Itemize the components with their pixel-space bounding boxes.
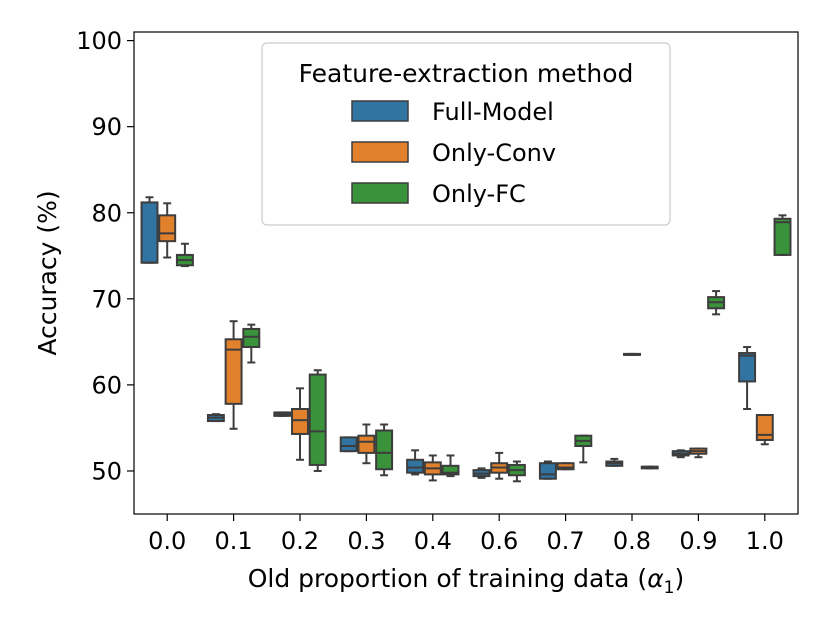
box-body [441,464,460,476]
box-only-fc-0.0 [175,242,194,268]
box-only-fc-0.7 [574,434,593,464]
box-only-conv-0.6 [490,451,509,480]
x-axis-label-symbol: α [647,564,664,593]
box-full-model-0.2 [273,411,292,417]
box-only-conv-0.2 [291,387,309,461]
legend-frame [261,42,671,226]
x-tick-label: 1.0 [746,527,784,555]
box-body [308,373,327,466]
box-only-conv-0.7 [556,462,575,471]
legend-swatch [351,182,409,204]
y-axis-label: Accuracy (%) [33,190,62,355]
legend-title: Feature-extraction method [299,59,634,88]
box-body [738,352,757,383]
box-groups [140,196,792,483]
legend: Feature-extraction method Full-Model Only… [261,42,671,226]
legend-item-only-fc: Only-FC [351,180,526,208]
box-only-conv-0.9 [689,447,708,459]
box-only-conv-0.8 [623,352,641,356]
box-body [242,327,261,349]
x-axis-label-close: ) [675,564,685,593]
x-tick-label: 0.1 [215,527,253,555]
box-body [406,458,425,474]
x-tick-label: 0.0 [148,527,186,555]
x-tick-label: 0.3 [347,527,385,555]
box-only-conv-0.0 [158,202,177,259]
legend-label: Only-FC [432,180,526,208]
legend-item-full-model: Full-Model [351,98,554,126]
legend-label: Only-Conv [432,139,556,167]
box-full-model-0.9 [671,449,690,459]
plot-frame [133,31,799,515]
y-tick-label: 50 [91,457,122,485]
box-body [339,436,358,453]
y-axis: 50 60 70 80 90 100 [76,27,134,485]
x-tick-label: 0.4 [414,527,452,555]
legend-swatch [351,100,409,122]
box-body [158,214,177,243]
box-only-fc-0.8 [640,465,659,470]
box-only-fc-0.6 [507,460,526,483]
y-tick-label: 70 [91,285,122,313]
box-only-conv-1.0 [755,414,774,446]
y-tick-label: 100 [76,27,122,55]
box-full-model-0.3 [339,436,358,453]
x-axis-label: Old proportion of training data (α1) [248,564,685,598]
box-only-fc-0.9 [707,290,726,316]
x-tick-label: 0.7 [547,527,585,555]
x-tick-label: 0.9 [679,527,717,555]
x-tick-label: 0.8 [613,527,651,555]
box-body [357,434,376,454]
box-body [140,201,159,264]
y-tick-label: 90 [91,113,122,141]
x-axis: 0.0 0.1 0.2 0.3 0.4 0.6 0.7 0.8 0.9 1.0 [148,514,784,555]
box-full-model-0.4 [406,449,425,476]
legend-items: Full-Model Only-Conv Only-FC [351,98,556,208]
box-only-conv-0.3 [357,423,376,465]
x-tick-label: 0.2 [281,527,319,555]
box-body [755,414,774,441]
box-only-fc-0.2 [308,369,327,472]
x-axis-label-text: Old proportion of training data ( [248,564,647,593]
x-tick-label: 0.6 [480,527,518,555]
box-body [773,217,792,256]
y-tick-label: 80 [91,199,122,227]
box-full-model-0.0 [140,196,159,264]
y-tick-label: 60 [91,371,122,399]
box-body [291,407,309,435]
box-full-model-0.1 [206,413,225,423]
legend-swatch [351,141,409,163]
box-only-fc-1.0 [773,214,792,256]
legend-item-only-conv: Only-Conv [351,139,556,167]
x-axis-label-subscript: 1 [664,578,675,598]
box-full-model-0.7 [538,460,557,480]
box-body [556,462,575,471]
box-body [375,429,394,471]
box-full-model-0.8 [605,457,624,467]
box-only-fc-0.3 [375,423,394,477]
legend-label: Full-Model [432,98,554,126]
box-only-conv-0.4 [423,454,442,482]
box-full-model-1.0 [738,346,757,410]
box-body [538,462,557,480]
box-full-model-0.6 [472,467,491,479]
box-body [224,338,243,405]
box-only-conv-0.1 [224,320,243,430]
box-only-fc-0.1 [242,323,261,364]
box-only-fc-0.4 [441,454,460,478]
